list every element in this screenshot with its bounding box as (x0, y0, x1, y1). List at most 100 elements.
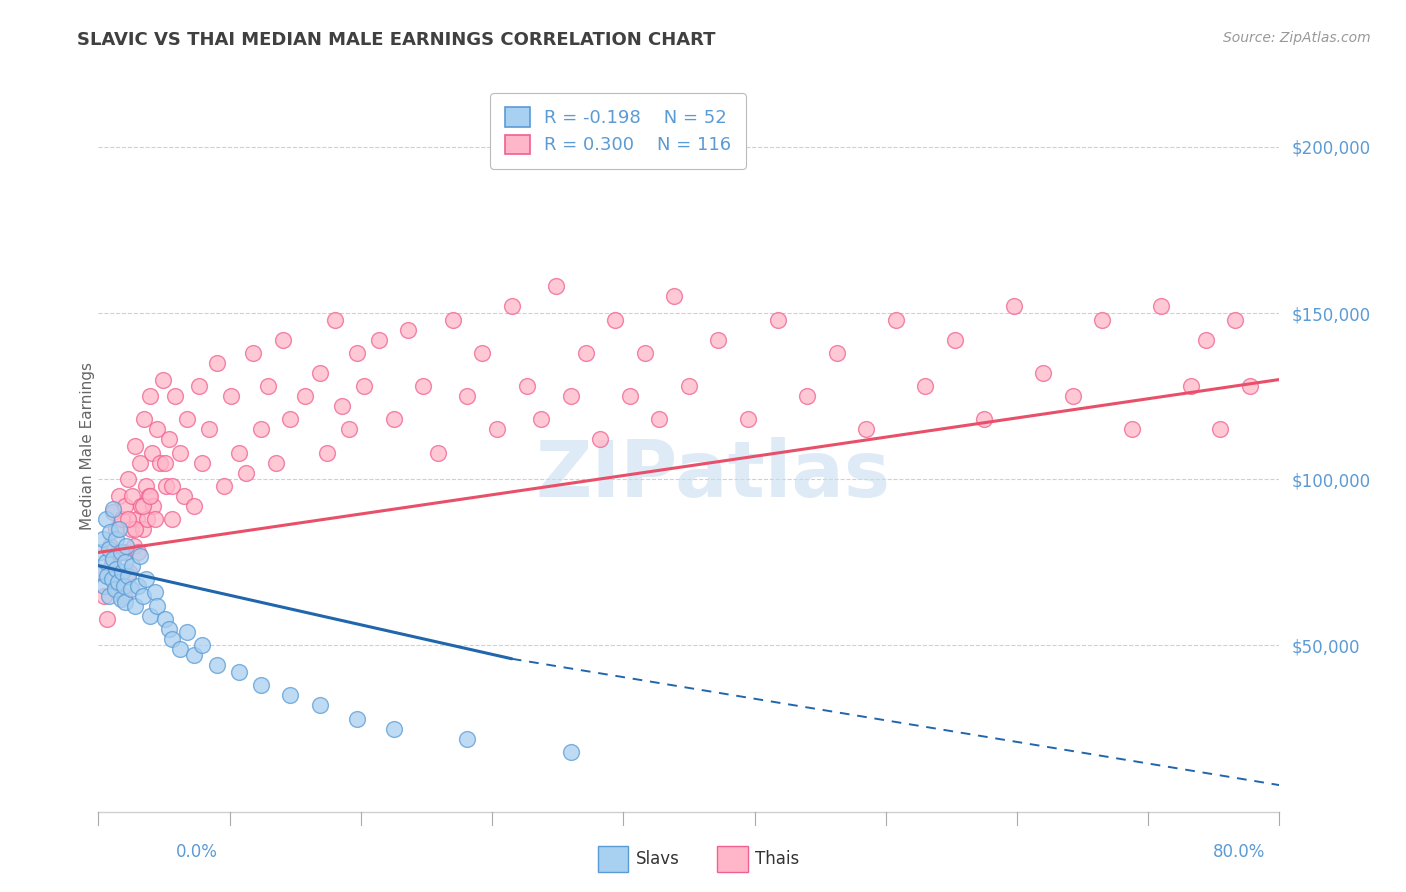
Point (120, 582, 142, 596)
Point (162, 512, 183, 526)
Point (132, 499, 155, 513)
Point (221, 389, 243, 403)
Point (737, 412, 759, 426)
Point (973, 412, 995, 426)
Point (115, 545, 138, 559)
Point (105, 562, 128, 576)
Point (93, 589, 115, 603)
Point (93, 579, 115, 593)
Text: 80.0%: 80.0% (1213, 843, 1265, 861)
Point (914, 379, 936, 393)
Point (139, 608, 162, 623)
Point (117, 512, 139, 526)
Point (173, 489, 195, 503)
Point (486, 422, 509, 436)
Point (457, 389, 479, 403)
Point (121, 558, 143, 573)
Point (98, 539, 121, 553)
Point (235, 466, 257, 480)
Point (1239, 379, 1261, 393)
Point (1195, 333, 1218, 347)
Point (228, 665, 250, 679)
Point (155, 479, 177, 493)
Point (139, 389, 162, 403)
Point (142, 499, 165, 513)
Point (766, 312, 789, 326)
Point (183, 499, 205, 513)
Point (330, 399, 353, 413)
Point (264, 456, 287, 470)
Point (96, 612, 118, 626)
Text: SLAVIC VS THAI MEDIAN MALE EARNINGS CORRELATION CHART: SLAVIC VS THAI MEDIAN MALE EARNINGS CORR… (77, 31, 716, 49)
Point (205, 356, 228, 370)
Point (471, 346, 494, 360)
Point (105, 522, 128, 536)
Point (110, 545, 132, 559)
Point (94, 512, 117, 526)
Point (125, 512, 148, 526)
Point (242, 346, 264, 360)
Text: ZIPatlas: ZIPatlas (536, 437, 890, 513)
Point (132, 589, 155, 603)
Point (183, 648, 205, 663)
Point (271, 333, 294, 347)
Point (149, 456, 172, 470)
Point (1062, 389, 1084, 403)
Point (1032, 366, 1054, 380)
Point (575, 346, 598, 360)
Point (122, 539, 145, 553)
Point (96, 568, 118, 582)
Point (162, 479, 183, 493)
Point (1209, 422, 1232, 436)
Point (648, 412, 671, 426)
Point (427, 445, 450, 459)
Point (382, 722, 405, 736)
Text: 0.0%: 0.0% (176, 843, 218, 861)
Point (294, 389, 316, 403)
Point (187, 379, 209, 393)
Point (111, 566, 134, 580)
Point (153, 456, 176, 470)
Point (153, 612, 176, 626)
Point (121, 489, 143, 503)
Point (111, 512, 134, 526)
Point (107, 545, 129, 559)
Point (1121, 422, 1143, 436)
Text: Slavs: Slavs (636, 850, 679, 868)
Point (117, 472, 139, 486)
Point (105, 532, 128, 546)
Point (103, 506, 125, 520)
Point (943, 333, 966, 347)
Point (124, 599, 146, 613)
Point (114, 595, 136, 609)
Point (104, 579, 127, 593)
Point (664, 289, 686, 303)
Point (114, 555, 136, 569)
Point (1091, 312, 1114, 326)
Point (152, 372, 174, 386)
Point (110, 591, 132, 606)
Point (162, 632, 183, 646)
Point (212, 479, 235, 493)
Point (128, 549, 150, 563)
Point (98, 525, 121, 540)
Point (117, 568, 139, 582)
Point (139, 489, 162, 503)
Point (198, 422, 221, 436)
Point (368, 333, 391, 347)
Point (257, 379, 280, 393)
Point (530, 412, 553, 426)
Point (280, 412, 302, 426)
Point (103, 502, 125, 516)
Point (169, 641, 191, 656)
Point (316, 445, 339, 459)
Point (169, 445, 191, 459)
Point (157, 622, 180, 636)
Point (382, 412, 405, 426)
Point (110, 572, 132, 586)
Point (280, 689, 302, 703)
Point (100, 555, 122, 569)
Point (127, 579, 149, 593)
Point (135, 572, 157, 586)
Point (441, 312, 464, 326)
